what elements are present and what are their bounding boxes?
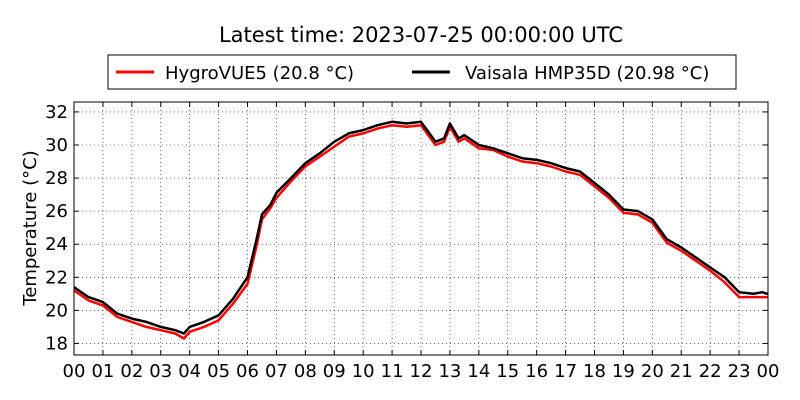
x-tick-label: 23 (728, 361, 751, 382)
x-tick-label: 17 (554, 361, 577, 382)
y-tick-label: 24 (45, 234, 68, 255)
x-tick-label: 06 (236, 361, 259, 382)
x-tick-label: 13 (438, 361, 461, 382)
x-tick-label: 00 (757, 361, 780, 382)
legend-label-vaisala: Vaisala HMP35D (20.98 °C) (465, 63, 709, 84)
ticks: 00 01 02 03 04 05 06 07 08 09 10 11 12 13 14 15 16 17 18 19… (45, 102, 779, 382)
x-tick-label: 19 (612, 361, 635, 382)
x-tick-label: 07 (265, 361, 288, 382)
x-tick-label: 12 (410, 361, 433, 382)
grid (74, 102, 768, 355)
x-tick-label: 15 (496, 361, 519, 382)
y-axis-label: Temperature (°C) (20, 150, 41, 306)
x-tick-label: 01 (91, 361, 114, 382)
x-tick-label: 16 (525, 361, 548, 382)
y-tick-label: 30 (45, 135, 68, 156)
x-tick-label: 10 (352, 361, 375, 382)
y-tick-label: 32 (45, 102, 68, 123)
x-tick-label: 03 (149, 361, 172, 382)
y-tick-label: 28 (45, 168, 68, 189)
y-tick-label: 18 (45, 333, 68, 354)
x-tick-label: 00 (63, 361, 86, 382)
y-tick-label: 22 (45, 267, 68, 288)
x-tick-label: 21 (670, 361, 693, 382)
series-layer (73, 120, 769, 340)
x-tick-label: 14 (467, 361, 490, 382)
series-line-hygrovue5 (73, 123, 768, 340)
x-tick-label: 04 (178, 361, 201, 382)
y-tick-label: 20 (45, 300, 68, 321)
legend-label-hygrovue5: HygroVUE5 (20.8 °C) (165, 63, 354, 84)
x-tick-label: 18 (583, 361, 606, 382)
x-tick-label: 11 (381, 361, 404, 382)
x-tick-label: 02 (120, 361, 143, 382)
plot-frame (73, 101, 769, 356)
x-tick-label: 08 (294, 361, 317, 382)
x-tick-label: 20 (641, 361, 664, 382)
x-tick-label: 09 (323, 361, 346, 382)
x-tick-label: 22 (699, 361, 722, 382)
series-line-vaisala (73, 120, 769, 335)
y-tick-label: 26 (45, 201, 68, 222)
chart-title: Latest time: 2023-07-25 00:00:00 UTC (219, 23, 623, 47)
legend: HygroVUE5 (20.8 °C) Vaisala HMP35D (20.9… (107, 54, 737, 90)
x-tick-label: 05 (207, 361, 230, 382)
